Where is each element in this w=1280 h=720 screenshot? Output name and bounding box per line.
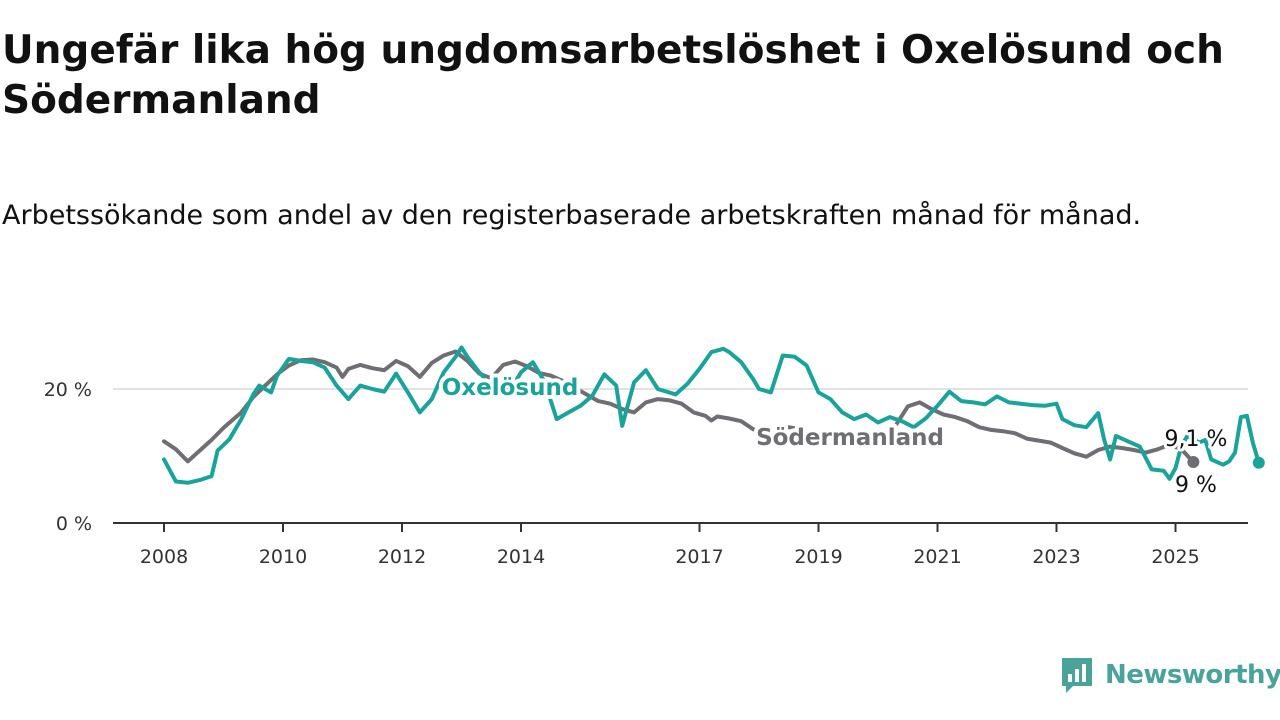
series-line-södermanland (162, 349, 1196, 464)
end-value-label: 9 % (1175, 473, 1217, 498)
chart-subtitle: Arbetssökande som andel av den registerb… (2, 200, 1142, 231)
x-tick-label: 2010 (259, 546, 307, 568)
series-label-halo: Oxelösund (442, 375, 579, 401)
x-tick-label: 2012 (378, 546, 426, 568)
brand-name: Newsworthy (1105, 660, 1280, 690)
x-tick-label: 2014 (497, 546, 545, 568)
series-label-halo: Södermanland (756, 425, 944, 451)
labels: 0 % 20 % 2008 2010 2012 2014 2017 2019 2021 2023 2… (44, 371, 1231, 568)
x-tick-label: 2019 (794, 546, 842, 568)
end-label-halo: 9 % (1175, 473, 1217, 498)
x-tick-label: 2021 (913, 546, 961, 568)
x-tick-label: 2008 (140, 546, 188, 568)
series-line-oxelösund (162, 345, 1261, 485)
x-axis (113, 522, 1248, 532)
x-tick-label: 2025 (1151, 546, 1199, 568)
end-label-halo: 9,1 % (1165, 427, 1228, 452)
series-label: Oxelösund (442, 375, 579, 401)
x-tick-label: 2023 (1032, 546, 1080, 568)
brand-logo: Newsworthy (1059, 655, 1280, 695)
y-tick-label: 0 % (56, 513, 92, 535)
x-tick-label: 2017 (675, 546, 723, 568)
end-value-label: 9,1 % (1165, 427, 1228, 452)
series-label: Södermanland (756, 425, 944, 451)
series-end-point (1252, 456, 1265, 469)
series-lines (162, 345, 1265, 485)
chart-title: Ungefär lika hög ungdomsarbetslöshet i O… (2, 28, 1224, 123)
y-tick-label: 20 % (44, 379, 92, 401)
newsworthy-logo-icon (1062, 658, 1092, 693)
series-end-point (1187, 456, 1200, 469)
